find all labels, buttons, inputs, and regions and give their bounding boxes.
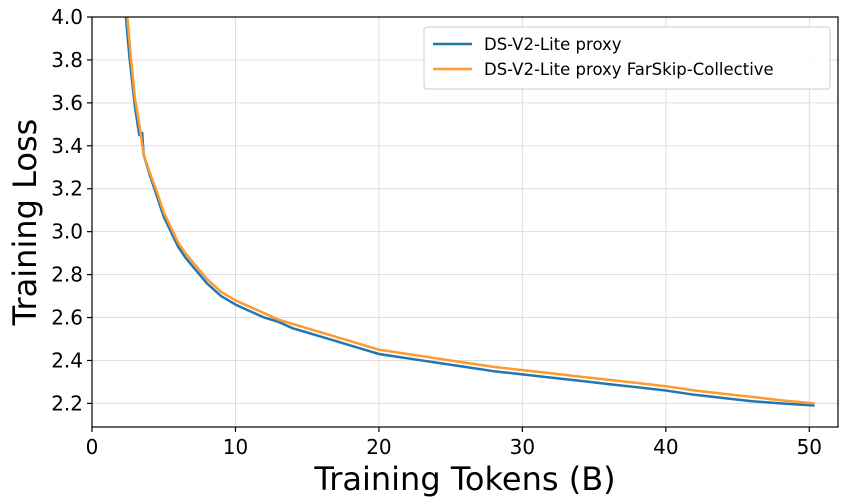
y-tick-label: 3.4 xyxy=(51,134,83,158)
legend: DS-V2-Lite proxy DS-V2-Lite proxy FarSki… xyxy=(423,26,831,90)
y-tick-label: 3.6 xyxy=(51,91,83,115)
x-tick-label: 0 xyxy=(86,435,99,459)
y-tick-label: 3.0 xyxy=(51,220,83,244)
axis-ticks: 0 10 20 30 40 50 2.2 2.4 2.6 2.8 3.0 3.2 3.4 3.6 3.8 4.… xyxy=(51,5,822,459)
y-tick-label: 2.8 xyxy=(51,263,83,287)
y-tick-label: 3.8 xyxy=(51,48,83,72)
legend-box xyxy=(423,26,831,90)
y-tick-label: 3.2 xyxy=(51,177,83,201)
y-axis-title: Training Loss xyxy=(6,119,44,327)
x-tick-label: 30 xyxy=(510,435,535,459)
y-tick-label: 4.0 xyxy=(51,5,83,29)
y-tick-label: 2.2 xyxy=(51,391,83,415)
x-tick-label: 50 xyxy=(797,435,822,459)
legend-label-farskip-collective: DS-V2-Lite proxy FarSkip-Collective xyxy=(484,60,774,79)
x-axis-title: Training Tokens (B) xyxy=(313,460,615,498)
y-tick-label: 2.6 xyxy=(51,306,83,330)
series-line-farskip-collective xyxy=(126,17,815,405)
x-tick-label: 40 xyxy=(653,435,678,459)
y-tick-label: 2.4 xyxy=(51,348,83,372)
x-tick-label: 20 xyxy=(366,435,391,459)
plot-frame xyxy=(91,16,839,428)
series-lines xyxy=(124,17,815,407)
legend-label-ds-v2-lite-proxy: DS-V2-Lite proxy xyxy=(484,35,622,54)
x-tick-label: 10 xyxy=(223,435,248,459)
